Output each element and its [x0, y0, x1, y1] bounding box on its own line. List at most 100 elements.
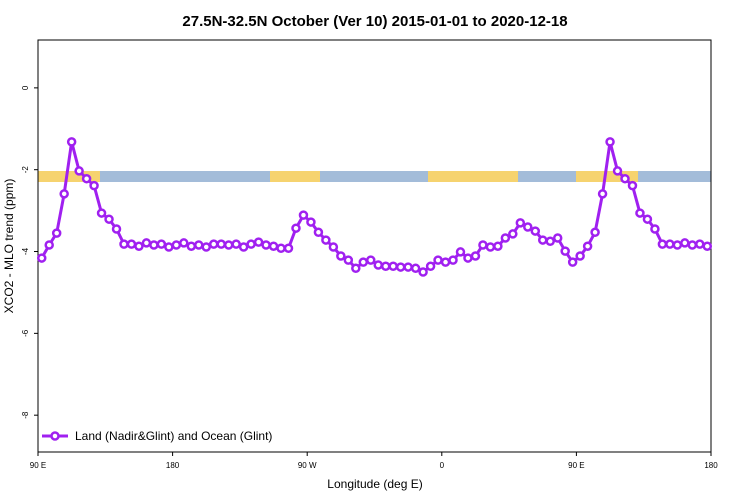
point — [111, 224, 122, 234]
point — [238, 242, 249, 252]
point — [470, 251, 481, 261]
point — [590, 227, 600, 238]
point — [36, 253, 47, 263]
point — [448, 255, 458, 265]
point — [194, 240, 204, 250]
point — [291, 223, 301, 233]
point — [373, 260, 383, 270]
point — [530, 226, 541, 236]
point — [702, 241, 713, 251]
point — [463, 253, 473, 263]
point — [119, 239, 129, 249]
point — [171, 240, 182, 250]
point — [433, 255, 443, 265]
point — [567, 257, 578, 267]
point — [552, 233, 563, 243]
point — [575, 251, 585, 261]
point — [478, 240, 488, 250]
point — [306, 217, 316, 227]
point — [201, 242, 211, 252]
point — [672, 240, 683, 250]
point — [96, 208, 107, 218]
point — [179, 238, 189, 248]
point — [246, 239, 256, 249]
x-tick-label: 0 — [440, 461, 445, 470]
point — [425, 261, 436, 272]
point — [508, 229, 518, 239]
point — [351, 263, 361, 274]
point — [336, 251, 346, 261]
series-line — [40, 141, 708, 274]
point — [44, 240, 54, 250]
point — [313, 227, 324, 238]
point — [343, 255, 354, 265]
point — [582, 241, 593, 251]
point — [605, 137, 615, 147]
y-tick-label: -6 — [21, 329, 30, 337]
point — [380, 261, 391, 272]
point — [149, 240, 159, 250]
point — [104, 214, 114, 224]
map-strip — [38, 171, 711, 182]
point — [261, 240, 271, 250]
point — [126, 239, 137, 249]
point — [515, 218, 526, 228]
point — [298, 210, 309, 220]
y-tick-label: -2 — [21, 166, 30, 174]
point — [134, 241, 144, 251]
x-tick-label: 180 — [704, 461, 718, 470]
point — [216, 239, 226, 249]
point — [66, 137, 77, 147]
point — [680, 238, 690, 248]
point — [231, 239, 241, 249]
y-axis-label: XCO2 - MLO trend (ppm) — [2, 179, 16, 314]
point — [612, 166, 623, 176]
point — [59, 189, 69, 199]
x-tick-label: 180 — [166, 461, 180, 470]
point — [695, 239, 705, 249]
point — [395, 262, 406, 272]
point — [321, 235, 331, 245]
point — [358, 257, 369, 267]
point — [545, 236, 555, 247]
point — [164, 242, 174, 252]
point — [650, 224, 660, 234]
point — [627, 180, 638, 191]
point — [657, 239, 668, 249]
point — [208, 239, 219, 249]
point — [418, 267, 428, 277]
point — [687, 240, 698, 250]
point — [455, 247, 466, 257]
point — [500, 233, 511, 243]
x-tick-label: 90 W — [298, 461, 317, 470]
point — [635, 208, 645, 218]
legend-marker — [50, 431, 60, 441]
point — [328, 242, 339, 252]
point — [440, 257, 451, 267]
point — [268, 241, 279, 251]
point — [253, 237, 264, 247]
point — [642, 214, 653, 224]
point — [388, 261, 398, 272]
chart-title: 27.5N-32.5N October (Ver 10) 2015-01-01 … — [182, 13, 567, 30]
point — [156, 239, 167, 249]
point — [283, 243, 294, 254]
point — [493, 241, 503, 251]
point — [276, 243, 286, 254]
point — [403, 262, 413, 272]
point — [485, 242, 496, 252]
y-tick-label: -4 — [21, 247, 30, 255]
point — [223, 240, 234, 250]
point — [597, 189, 608, 199]
x-axis-label: Longitude (deg E) — [327, 477, 422, 491]
y-tick-label: 0 — [21, 85, 30, 90]
point — [366, 255, 376, 265]
point — [620, 173, 630, 184]
point — [665, 239, 675, 249]
x-tick-label: 90 E — [568, 461, 584, 470]
point — [560, 246, 570, 256]
point — [74, 166, 84, 176]
point — [538, 235, 548, 245]
x-tick-label: 90 E — [30, 461, 46, 470]
